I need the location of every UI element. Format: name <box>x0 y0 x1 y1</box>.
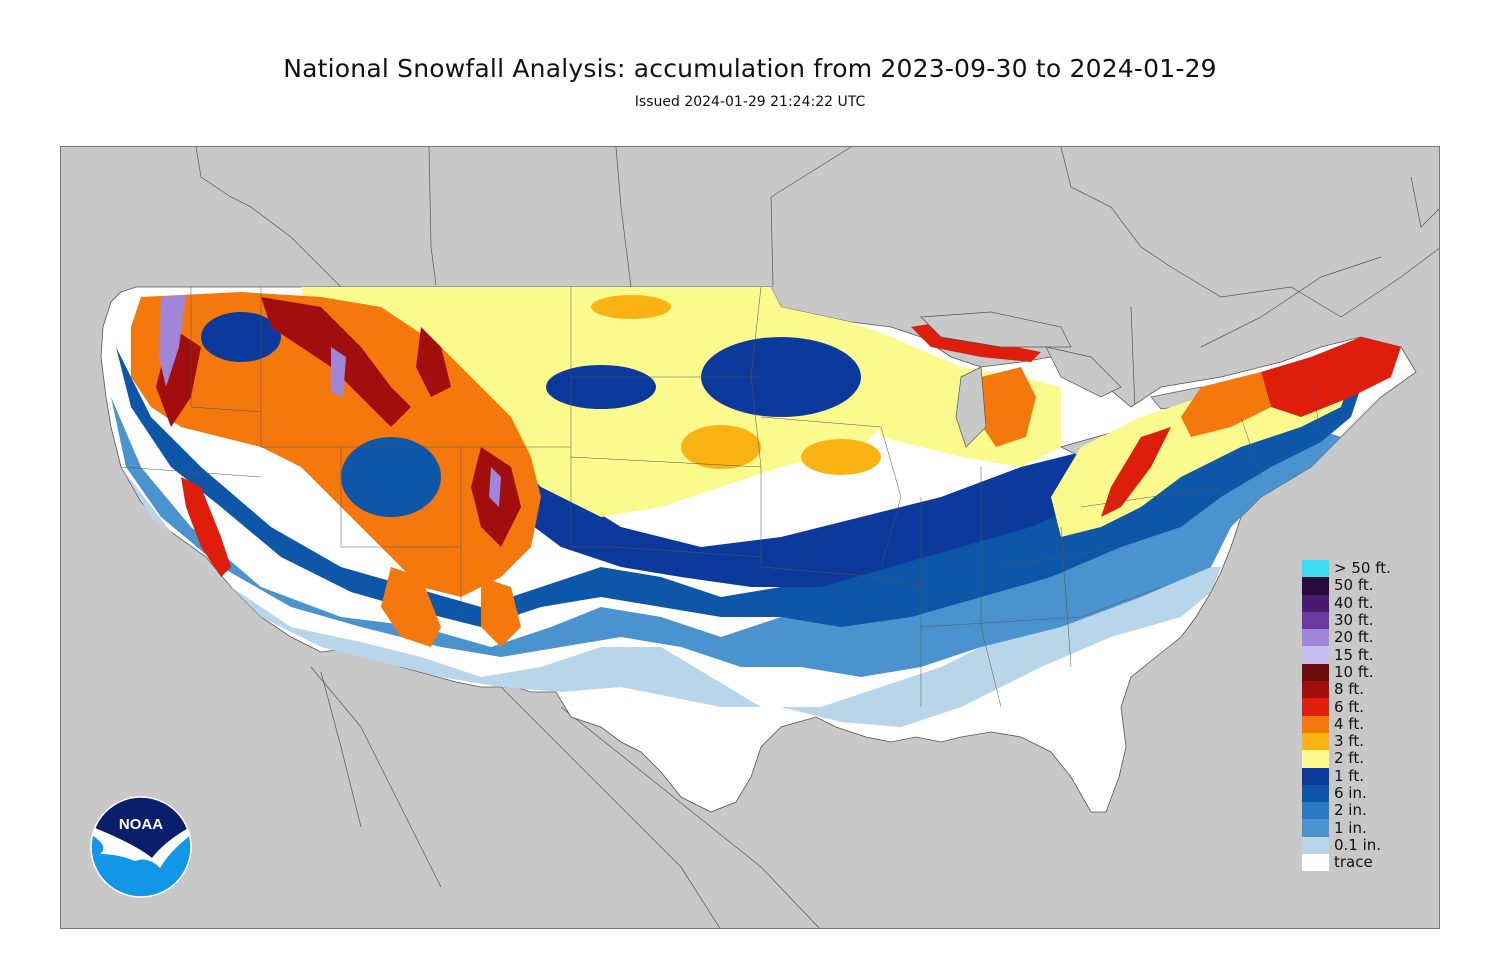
legend-swatch <box>1302 732 1329 751</box>
snow-dark-blue-band <box>116 347 1361 627</box>
legend-item: 6 in. <box>1302 784 1391 803</box>
snow-trace-band <box>121 467 1221 727</box>
legend-label: 0.1 in. <box>1334 835 1382 854</box>
snow-1ft-band <box>521 437 1201 587</box>
legend-swatch <box>1302 594 1329 612</box>
legend-label: 30 ft. <box>1334 611 1374 630</box>
logo-bird <box>91 826 191 868</box>
legend-label: 20 ft. <box>1334 628 1374 647</box>
map-title: National Snowfall Analysis: accumulation… <box>283 54 1217 83</box>
legend-swatch <box>1302 577 1329 595</box>
snowfall-map <box>60 146 1440 929</box>
legend-item: 50 ft. <box>1302 576 1391 595</box>
noaa-logo: NOAA <box>90 796 192 898</box>
logo-top <box>91 797 191 858</box>
snow-iowa-orange <box>681 425 761 469</box>
snow-illinois-orange <box>801 439 881 475</box>
legend-label: 3 ft. <box>1334 732 1364 751</box>
legend-label: 50 ft. <box>1334 576 1374 595</box>
logo-text: NOAA <box>119 816 163 833</box>
legend-item: 2 in. <box>1302 801 1391 820</box>
legend-item: 8 ft. <box>1302 680 1391 699</box>
legend-label: 1 in. <box>1334 818 1367 837</box>
legend-swatch <box>1302 560 1329 578</box>
legend-item: > 50 ft. <box>1302 559 1391 578</box>
legend-item: 1 ft. <box>1302 766 1391 785</box>
legend-label: 6 in. <box>1334 784 1367 802</box>
legend-swatch <box>1302 681 1329 699</box>
map-canvas <box>100 147 1439 928</box>
legend-item: 40 ft. <box>1302 593 1391 612</box>
legend-swatch <box>1302 629 1329 647</box>
legend-label: 1 ft. <box>1334 766 1364 785</box>
legend-swatch <box>1302 611 1329 630</box>
legend-label: 10 ft. <box>1334 662 1374 681</box>
snow-nd-orange <box>591 295 671 319</box>
legend-swatch <box>1302 802 1329 820</box>
legend-swatch <box>1302 698 1329 716</box>
legend-label: 6 ft. <box>1334 697 1364 716</box>
legend-swatch <box>1302 784 1329 803</box>
snow-rockies-red <box>156 297 521 547</box>
snow-dakota-core <box>701 337 861 417</box>
legend-label: 2 in. <box>1334 801 1367 820</box>
legend-swatch <box>1302 836 1329 855</box>
issued-timestamp: Issued 2024-01-29 21:24:22 UTC <box>634 94 866 110</box>
legend-swatch <box>1302 750 1329 768</box>
legend-item: 30 ft. <box>1302 611 1391 630</box>
snow-new-england-orange <box>1181 372 1271 437</box>
legend-item: 20 ft. <box>1302 628 1391 647</box>
snow-utah-blue <box>341 437 441 517</box>
legend-label: 15 ft. <box>1334 645 1374 664</box>
snow-lower-michigan-orange <box>976 367 1036 447</box>
legend-item: 4 ft. <box>1302 714 1391 733</box>
legend-item: 1 in. <box>1302 818 1391 837</box>
legend-item: 6 ft. <box>1302 697 1391 716</box>
snow-sierra-red <box>181 477 231 577</box>
snow-az-nm-orange <box>381 567 521 647</box>
snow-plains-core <box>546 365 656 409</box>
legend-label: 2 ft. <box>1334 749 1364 768</box>
legend-swatch <box>1302 663 1329 682</box>
legend-swatch <box>1302 854 1329 872</box>
legend-swatch <box>1302 767 1329 785</box>
legend-item: 2 ft. <box>1302 749 1391 768</box>
legend-item: 15 ft. <box>1302 645 1391 664</box>
snowfall-legend: > 50 ft. 50 ft. 40 ft. 30 ft. 20 ft. 15 ft. 10… <box>1302 559 1391 872</box>
snow-new-england-red <box>1261 337 1401 417</box>
legend-item: 3 ft. <box>1302 732 1391 751</box>
snow-light-blue-band <box>111 397 1341 677</box>
legend-label: > 50 ft. <box>1334 559 1391 578</box>
legend-item: trace <box>1302 853 1391 872</box>
legend-label: 8 ft. <box>1334 680 1364 699</box>
legend-item: 0.1 in. <box>1302 835 1391 855</box>
legend-swatch <box>1302 715 1329 733</box>
snow-pa-red-streak <box>1101 427 1171 517</box>
legend-swatch <box>1302 819 1329 837</box>
state-borders <box>120 286 1322 708</box>
legend-label: 40 ft. <box>1334 593 1374 612</box>
legend-label: trace <box>1334 853 1373 872</box>
legend-label: 4 ft. <box>1334 714 1364 733</box>
legend-item: 10 ft. <box>1302 662 1391 682</box>
country-borders <box>195 147 1439 928</box>
legend-swatch <box>1302 646 1329 664</box>
